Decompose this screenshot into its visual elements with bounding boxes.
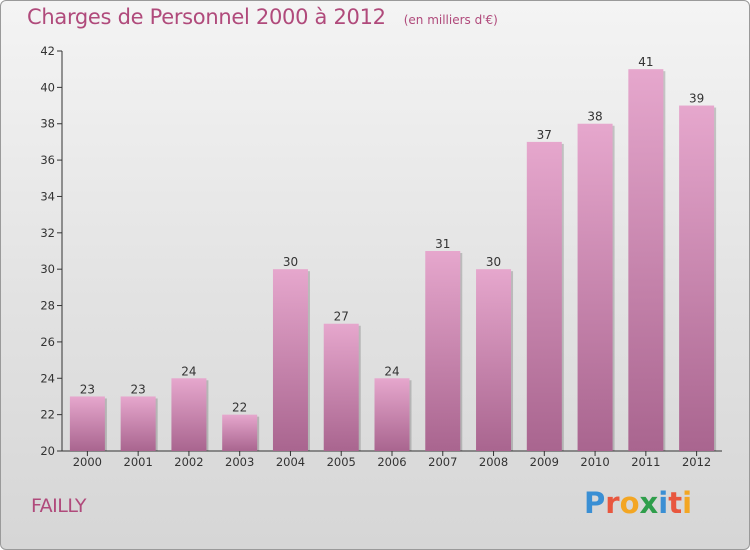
y-tick-label: 40 — [40, 80, 55, 94]
x-tick-label: 2004 — [276, 455, 305, 469]
y-tick-label: 28 — [40, 299, 55, 313]
y-tick-label: 20 — [40, 444, 55, 458]
bar — [323, 323, 359, 451]
bar-value-label: 30 — [486, 255, 501, 269]
logo-letter: r — [605, 486, 620, 520]
logo-letter: i — [682, 486, 693, 520]
x-tick-label: 2008 — [479, 455, 508, 469]
y-tick-label: 22 — [40, 408, 55, 422]
bar-value-label: 41 — [638, 55, 653, 69]
bar-value-label: 23 — [131, 382, 146, 396]
logo-letter: i — [658, 486, 669, 520]
x-tick-label: 2005 — [327, 455, 356, 469]
x-tick-label: 2006 — [377, 455, 406, 469]
bar — [374, 378, 410, 451]
x-tick-label: 2003 — [225, 455, 254, 469]
bar-value-label: 31 — [435, 237, 450, 251]
chart-title: Charges de Personnel 2000 à 2012 — [27, 5, 386, 29]
bar-value-label: 39 — [689, 92, 704, 106]
x-tick-label: 2001 — [124, 455, 153, 469]
logo-letter: t — [668, 486, 683, 520]
logo-letter: o — [619, 486, 640, 520]
x-tick-label: 2011 — [631, 455, 660, 469]
bar-value-label: 24 — [181, 364, 196, 378]
bar-value-label: 22 — [232, 401, 247, 415]
logo-letter: x — [639, 486, 659, 520]
x-tick-label: 2010 — [580, 455, 609, 469]
bar — [69, 396, 105, 451]
bar-value-label: 37 — [537, 128, 552, 142]
proxiti-logo: Proxiti — [584, 486, 692, 520]
bar-value-label: 27 — [334, 310, 349, 324]
bar — [272, 269, 308, 451]
bar — [679, 105, 715, 451]
y-tick-label: 42 — [40, 44, 55, 58]
bar-value-label: 38 — [587, 110, 602, 124]
x-tick-label: 2012 — [682, 455, 711, 469]
bar-value-label: 24 — [384, 364, 399, 378]
y-tick-label: 24 — [40, 371, 55, 385]
y-tick-label: 34 — [40, 189, 55, 203]
title-row: Charges de Personnel 2000 à 2012 (en mil… — [27, 5, 498, 39]
x-tick-label: 2000 — [73, 455, 102, 469]
bar — [526, 141, 562, 451]
y-tick-label: 36 — [40, 153, 55, 167]
logo-letter: P — [584, 486, 606, 520]
bar — [120, 396, 156, 451]
x-tick-label: 2002 — [174, 455, 203, 469]
bar — [577, 123, 613, 452]
y-tick-label: 26 — [40, 335, 55, 349]
bar-value-label: 30 — [283, 255, 298, 269]
bar — [171, 378, 207, 451]
y-tick-label: 38 — [40, 117, 55, 131]
commune-name: FAILLY — [31, 495, 87, 517]
bar-value-label: 23 — [80, 382, 95, 396]
bar — [628, 69, 664, 451]
x-tick-label: 2009 — [530, 455, 559, 469]
y-tick-label: 30 — [40, 262, 55, 276]
bar — [476, 269, 512, 451]
bar — [222, 414, 258, 451]
bar — [425, 251, 461, 451]
chart-subtitle: (en milliers d'€) — [403, 13, 498, 27]
y-tick-label: 32 — [40, 226, 55, 240]
x-tick-label: 2007 — [428, 455, 457, 469]
